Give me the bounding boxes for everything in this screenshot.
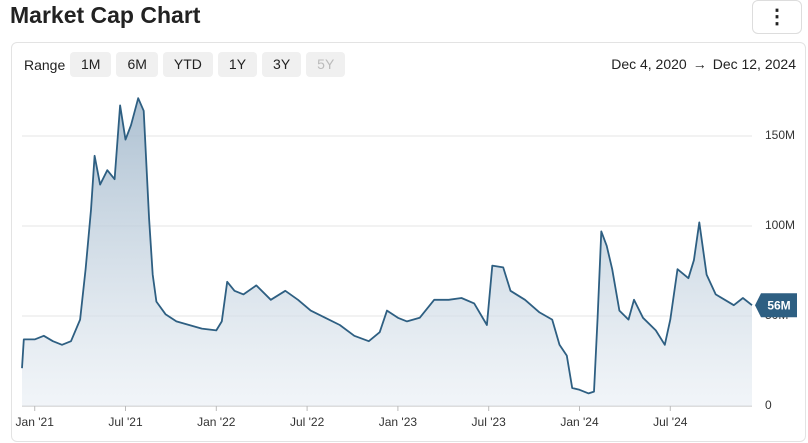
x-tick-label: Jul '23 [472,415,507,429]
area-fill [22,98,752,406]
date-to: Dec 12, 2024 [712,56,796,72]
y-tick-label: 100M [765,218,795,232]
y-tick-label: 150M [765,128,795,142]
range-button: 5Y [306,52,346,77]
x-tick-label: Jan '23 [379,415,418,429]
range-button[interactable]: 1Y [217,52,258,77]
range-button[interactable]: 1M [70,52,112,77]
x-tick-label: Jan '21 [16,415,55,429]
range-button[interactable]: YTD [162,52,213,77]
x-tick-label: Jul '24 [653,415,688,429]
badge-label: 56M [767,298,790,312]
range-buttons: 1M 6M YTD 1Y 3Y 5Y [70,52,346,77]
chart-card [11,42,806,442]
date-range: Dec 4, 2020 → Dec 12, 2024 [605,56,796,72]
range-button[interactable]: 6M [116,52,158,77]
x-tick-label: Jan '24 [560,415,599,429]
arrow: → [692,56,707,72]
date-from: Dec 4, 2020 [611,56,687,72]
range-button[interactable]: 3Y [262,52,302,77]
x-tick-label: Jul '22 [290,415,325,429]
badge [755,293,797,318]
y-tick-label: 0 [765,398,772,412]
range-label: Range [24,57,66,73]
x-tick-label: Jan '22 [197,415,236,429]
menu-button[interactable]: ⋮ [752,0,802,34]
page-title: Market Cap Chart [10,2,201,28]
line [21,97,753,395]
x-tick-label: Jul '21 [108,415,143,429]
